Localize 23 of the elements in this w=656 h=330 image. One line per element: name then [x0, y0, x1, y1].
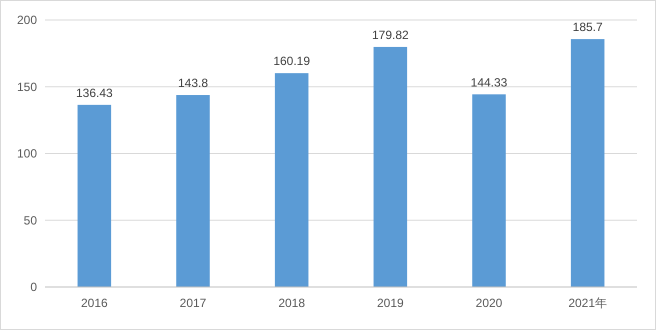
- x-tick-label: 2019: [376, 296, 404, 310]
- x-tick-label: 2018: [278, 296, 306, 310]
- bar: [176, 95, 210, 287]
- y-tick-label: 150: [16, 80, 38, 94]
- y-tick-label: 50: [24, 213, 38, 228]
- bar: [374, 46, 408, 287]
- data-label: 136.43: [76, 86, 114, 100]
- bar: [570, 39, 604, 287]
- bar: [274, 73, 308, 287]
- y-tick-label: 0: [30, 280, 38, 294]
- x-tick-label: 2021年: [568, 296, 608, 310]
- data-label: 179.82: [372, 28, 410, 42]
- data-label: 144.33: [470, 75, 508, 90]
- data-label: 185.7: [572, 20, 604, 34]
- bar: [472, 94, 506, 287]
- bar: [78, 104, 112, 287]
- x-tick-label: 2017: [180, 296, 207, 310]
- data-label: 160.19: [273, 54, 310, 68]
- x-tick-label: 2020: [476, 296, 503, 310]
- y-tick-label: 200: [16, 13, 38, 28]
- y-tick-label: 100: [16, 146, 38, 161]
- x-tick-label: 2016: [80, 296, 108, 310]
- data-label: 143.8: [178, 76, 208, 90]
